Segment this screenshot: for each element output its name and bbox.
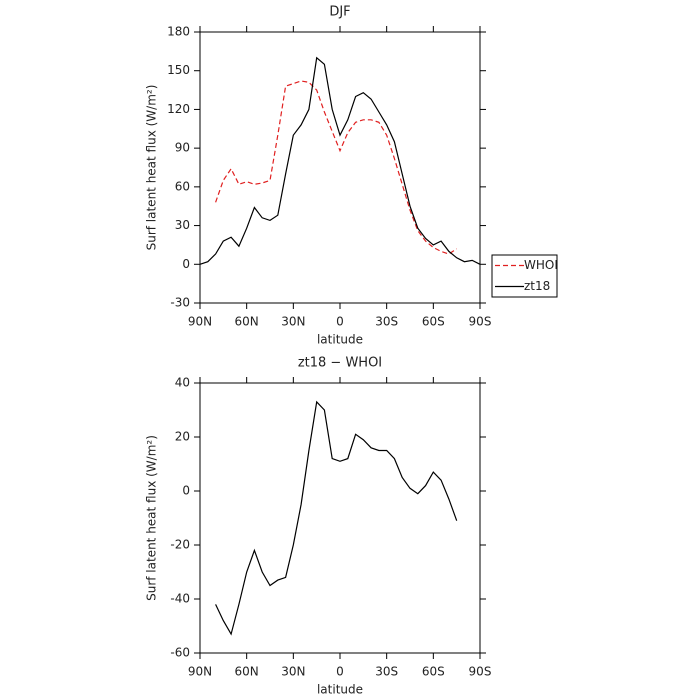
y-tick-label: 0 — [182, 257, 190, 271]
y-tick-label: 40 — [175, 376, 190, 390]
y-tick-label: 60 — [175, 179, 190, 193]
x-tick-label: 30N — [281, 315, 305, 329]
y-tick-label: 30 — [175, 218, 190, 232]
y-tick-label: 20 — [175, 430, 190, 444]
y-tick-label: -20 — [170, 538, 190, 552]
x-tick-label: 90S — [469, 665, 492, 679]
y-tick-label: -30 — [170, 296, 190, 310]
series-line — [199, 56, 481, 265]
legend-box — [491, 254, 558, 298]
series-line — [215, 400, 458, 636]
y-axis-label: Surf latent heat flux (W/m²) — [145, 435, 159, 601]
series-line — [215, 80, 458, 255]
chart-title: DJF — [329, 5, 350, 20]
y-tick-label: 150 — [167, 63, 190, 77]
x-tick-label: 30S — [375, 315, 398, 329]
x-tick-label: 90N — [188, 315, 212, 329]
x-tick-label: 30N — [281, 665, 305, 679]
plot-frame — [199, 382, 481, 654]
legend-label: zt18 — [524, 279, 550, 293]
y-tick-label: 90 — [175, 141, 190, 155]
y-tick-label: -60 — [170, 646, 190, 660]
y-tick-label: -40 — [170, 592, 190, 606]
legend-label: WHOI — [524, 258, 558, 272]
x-tick-label: 0 — [336, 315, 344, 329]
chart-title: zt18 − WHOI — [298, 356, 382, 371]
y-tick-label: 0 — [182, 484, 190, 498]
plot-frame — [199, 31, 481, 304]
y-axis-label: Surf latent heat flux (W/m²) — [145, 85, 159, 251]
x-tick-label: 60N — [235, 665, 259, 679]
x-axis-label: latitude — [317, 683, 363, 697]
x-tick-label: 60S — [422, 665, 445, 679]
x-tick-label: 90S — [469, 315, 492, 329]
y-tick-label: 180 — [167, 25, 190, 39]
x-tick-label: 30S — [375, 665, 398, 679]
x-tick-label: 60N — [235, 315, 259, 329]
y-tick-label: 120 — [167, 102, 190, 116]
x-axis-label: latitude — [317, 333, 363, 347]
x-tick-label: 60S — [422, 315, 445, 329]
x-tick-label: 90N — [188, 665, 212, 679]
x-tick-label: 0 — [336, 665, 344, 679]
